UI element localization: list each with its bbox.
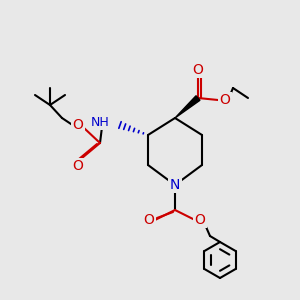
Text: O: O bbox=[193, 63, 203, 77]
Text: O: O bbox=[73, 118, 83, 132]
Text: NH: NH bbox=[91, 116, 110, 128]
Polygon shape bbox=[175, 96, 200, 118]
Text: O: O bbox=[73, 159, 83, 173]
Text: O: O bbox=[144, 213, 154, 227]
Text: O: O bbox=[220, 93, 230, 107]
Text: N: N bbox=[170, 178, 180, 192]
Text: O: O bbox=[195, 213, 206, 227]
